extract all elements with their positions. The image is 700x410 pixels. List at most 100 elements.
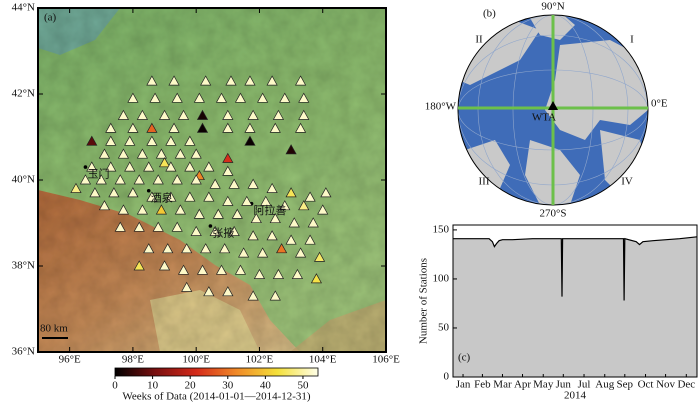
station [222, 109, 234, 120]
station [124, 135, 136, 146]
quadrant-label: III [479, 176, 490, 188]
station [149, 92, 161, 103]
x-tick-label: 104°E [309, 354, 337, 366]
station [269, 290, 281, 301]
station [133, 221, 145, 232]
station [133, 260, 145, 271]
station [196, 264, 209, 275]
plot-frame [452, 224, 698, 378]
station [260, 195, 272, 206]
colorbar-tick-label: 30 [222, 380, 234, 392]
station [203, 286, 215, 297]
station [203, 161, 215, 172]
station [114, 174, 126, 185]
station [320, 187, 332, 198]
area-line [453, 236, 698, 301]
station [165, 135, 177, 146]
scale-bar-label: 80 km [40, 323, 68, 335]
x-tick-label: 102°E [246, 354, 274, 366]
station [222, 152, 234, 163]
station [291, 268, 304, 279]
station [181, 281, 193, 292]
station [209, 225, 221, 236]
station [143, 161, 155, 172]
y-tick-label: 150 [433, 223, 450, 235]
station [155, 148, 167, 159]
station [184, 191, 196, 202]
station [86, 161, 98, 172]
station [158, 157, 171, 168]
place-label: 张掖 [212, 226, 234, 240]
station [95, 174, 107, 185]
station [272, 268, 285, 279]
station [298, 200, 310, 211]
y-tick-label: 40°N [12, 174, 35, 186]
station [168, 75, 180, 86]
colorbar-tick-label: 0 [112, 380, 118, 392]
place-dot [208, 224, 213, 228]
station [247, 230, 259, 241]
station [310, 273, 322, 284]
station [171, 174, 183, 185]
station [228, 178, 240, 189]
west-label: 180°W [425, 101, 457, 113]
station [307, 217, 319, 228]
station [146, 75, 158, 86]
station [127, 187, 139, 198]
y-tick-label: 0 [444, 371, 450, 383]
station [279, 92, 291, 103]
y-tick-label: 44°N [12, 2, 35, 14]
station [158, 260, 171, 271]
station [247, 109, 259, 120]
y-tick-label: 50 [438, 321, 450, 333]
y-tick-label: 42°N [12, 88, 35, 100]
area-fill [453, 236, 697, 377]
station [177, 264, 190, 275]
station [79, 174, 92, 185]
x-tick-label: 98°E [122, 354, 144, 366]
x-tick-label: 106°E [372, 354, 400, 366]
station [108, 187, 120, 198]
quadrant-label: I [630, 34, 634, 46]
station [98, 148, 111, 159]
station [177, 109, 190, 120]
station [222, 122, 234, 133]
station [127, 122, 139, 133]
station [222, 165, 234, 176]
colorbar-tick-label: 50 [297, 380, 309, 392]
station [146, 135, 158, 146]
x-tick-label: May [533, 379, 554, 391]
place-label: 酒泉 [151, 190, 173, 204]
place-label: 玉门 [87, 167, 109, 181]
station [279, 200, 291, 211]
station [272, 109, 285, 120]
station [193, 92, 205, 103]
north-label: 90°N [541, 1, 564, 13]
station [181, 243, 193, 254]
station [228, 225, 240, 236]
colorbar [114, 367, 319, 377]
station-marker [548, 101, 558, 110]
station [294, 247, 307, 258]
place-label: 阿拉善 [254, 203, 287, 217]
station [304, 234, 316, 245]
station [196, 109, 209, 120]
station [193, 208, 205, 219]
x-tick-label: Mar [493, 379, 512, 391]
station [105, 122, 117, 133]
station [238, 247, 250, 258]
x-tick-label: Feb [474, 379, 491, 391]
station [244, 135, 256, 146]
station [222, 195, 234, 206]
station [269, 212, 281, 224]
station [136, 109, 148, 120]
station [304, 191, 316, 202]
station [215, 92, 228, 103]
station [241, 195, 253, 206]
station [136, 204, 148, 215]
station [184, 161, 196, 172]
station [89, 187, 101, 198]
station [146, 122, 158, 133]
station [171, 92, 183, 103]
